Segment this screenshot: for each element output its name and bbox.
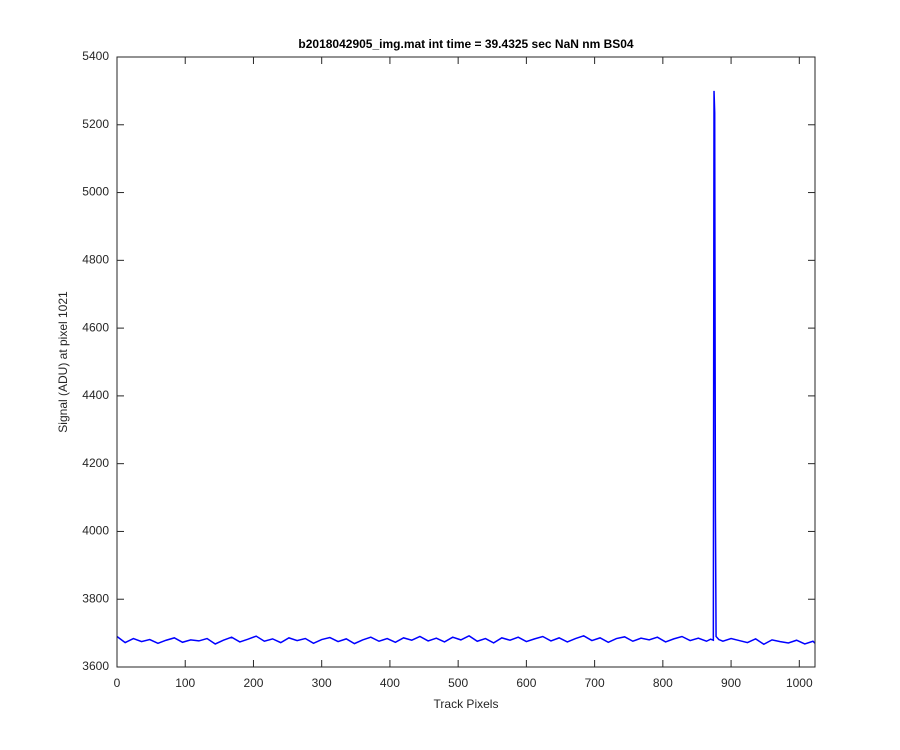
y-tick-label: 4600 <box>82 320 109 334</box>
x-axis-label: Track Pixels <box>434 697 499 711</box>
x-tick-label: 700 <box>585 676 605 690</box>
x-tick-label: 800 <box>653 676 673 690</box>
x-tick-label: 0 <box>114 676 121 690</box>
x-tick-label: 900 <box>721 676 741 690</box>
x-tick-label: 1000 <box>786 676 813 690</box>
y-tick-label: 3600 <box>82 659 109 673</box>
x-tick-label: 100 <box>175 676 195 690</box>
y-tick-label: 3800 <box>82 591 109 605</box>
data-line <box>116 90 816 646</box>
x-tick-label: 500 <box>448 676 468 690</box>
y-tick-label: 4200 <box>82 456 109 470</box>
y-tick-label: 4800 <box>82 253 109 267</box>
y-tick-label: 4000 <box>82 524 109 538</box>
x-tick-label: 300 <box>312 676 332 690</box>
y-tick-label: 4400 <box>82 388 109 402</box>
y-tick-label: 5400 <box>82 49 109 63</box>
x-tick-label: 400 <box>380 676 400 690</box>
y-tick-label: 5200 <box>82 117 109 131</box>
x-tick-label: 200 <box>243 676 263 690</box>
axes-box <box>116 56 816 668</box>
y-tick-label: 5000 <box>82 185 109 199</box>
y-axis-label: Signal (ADU) at pixel 1021 <box>56 291 70 433</box>
chart-title: b2018042905_img.mat int time = 39.4325 s… <box>298 37 634 51</box>
x-tick-label: 600 <box>516 676 536 690</box>
